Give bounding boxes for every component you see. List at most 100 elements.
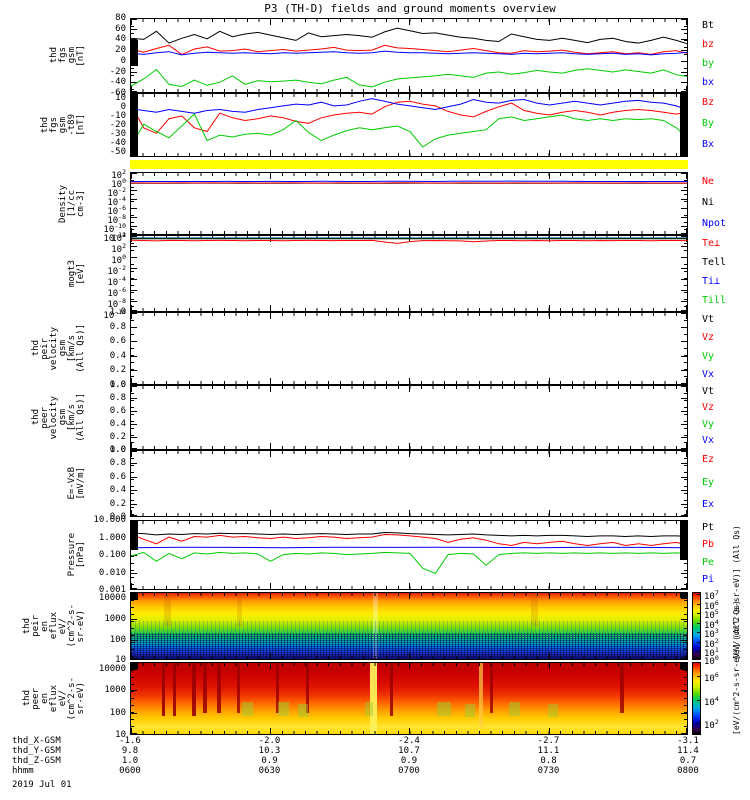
y-tick-label: -40 bbox=[109, 138, 126, 149]
x-major-tick bbox=[409, 663, 410, 669]
x-major-tick bbox=[548, 305, 550, 311]
y-tick-label: 10-6 bbox=[107, 203, 126, 217]
colorbar-tick bbox=[697, 603, 700, 605]
colorbar-tick bbox=[697, 722, 700, 724]
minor-ticks-left bbox=[131, 386, 134, 449]
x-major-tick bbox=[131, 386, 132, 392]
panel-series-svg bbox=[131, 180, 687, 184]
panel-frame bbox=[130, 662, 688, 735]
x-major-tick bbox=[548, 313, 550, 319]
spectrogram-streak bbox=[436, 702, 451, 717]
x-major-tick bbox=[269, 728, 271, 734]
y-tick-label: 10-6 bbox=[107, 285, 126, 299]
x-major-tick bbox=[409, 19, 410, 25]
colorbar bbox=[692, 662, 701, 735]
x-major-tick bbox=[548, 443, 550, 449]
x-major-tick bbox=[131, 443, 132, 449]
x-major-tick bbox=[548, 728, 550, 734]
y-major-tick bbox=[131, 690, 137, 692]
x-major-tick bbox=[269, 593, 271, 599]
y-tick-label: 1.000 bbox=[98, 532, 126, 543]
colorbar-tick-label: 100 bbox=[704, 653, 719, 667]
y-tick-label: 0.6 bbox=[109, 406, 126, 416]
panel-ylabel: Pressure [nPa] bbox=[26, 520, 86, 590]
x-major-tick bbox=[548, 521, 550, 527]
x-major-tick bbox=[131, 305, 132, 311]
x-major-tick bbox=[131, 228, 132, 234]
edge-bar bbox=[680, 663, 687, 669]
x-major-tick bbox=[269, 86, 271, 92]
y-tick-label: 10-4 bbox=[107, 195, 126, 209]
bottom-axis-value: 11.4 bbox=[677, 746, 699, 756]
colorbar-tick bbox=[697, 632, 700, 634]
colorbar-tick-label: 101 bbox=[704, 646, 719, 660]
y-major-tick bbox=[681, 326, 687, 328]
y-tick-label: 10-2 bbox=[107, 264, 126, 278]
series-Pi bbox=[131, 546, 687, 549]
bottom-axis-value: 0700 bbox=[398, 766, 420, 776]
ylabel-line: sr-eV) bbox=[76, 609, 86, 643]
panel-peer-velocity: 1.0 0.8 0.6 0.4 0.2 0.0 Vt Vz Vy Vx thd peer velocit… bbox=[31, 380, 714, 455]
panel-frame bbox=[130, 450, 688, 517]
bottom-axis-value: 1.0 bbox=[121, 756, 139, 766]
x-major-tick bbox=[269, 173, 271, 179]
spectrogram-streak bbox=[192, 663, 196, 717]
minor-ticks-right bbox=[684, 593, 687, 659]
y-tick-label: 0.4 bbox=[109, 350, 126, 361]
panel-series-svg bbox=[131, 531, 687, 575]
y-tick-label: 10-4 bbox=[107, 274, 126, 288]
y-major-tick bbox=[681, 19, 687, 20]
x-major-tick bbox=[409, 150, 410, 156]
edge-bar bbox=[131, 94, 138, 156]
y-tick-label: 0.0 bbox=[109, 380, 126, 390]
bottom-axis-value: 10.7 bbox=[398, 746, 420, 756]
y-major-tick bbox=[131, 278, 137, 280]
panel-frame bbox=[130, 385, 688, 450]
y-major-tick bbox=[131, 199, 137, 201]
y-tick-label: 10 bbox=[115, 92, 126, 103]
x-major-tick bbox=[269, 19, 271, 25]
y-major-tick bbox=[131, 300, 137, 302]
y-tick-label: 10-12 bbox=[103, 231, 126, 244]
edge-bar bbox=[680, 521, 687, 560]
spectrogram-streak bbox=[464, 704, 475, 717]
minor-ticks-right bbox=[684, 19, 687, 92]
legend-Till: Till bbox=[702, 295, 727, 307]
x-major-tick bbox=[686, 19, 687, 25]
y-major-tick bbox=[131, 515, 137, 516]
y-major-tick bbox=[131, 503, 137, 505]
y-major-tick bbox=[131, 216, 137, 218]
x-major-tick bbox=[409, 728, 410, 734]
y-major-tick bbox=[131, 246, 137, 247]
y-major-tick bbox=[681, 383, 687, 384]
y-tick-label: 0.001 bbox=[98, 585, 126, 595]
panel-ylabel: thd peer velocity gsm [km/s (All Qs)] bbox=[26, 385, 86, 450]
x-major-tick bbox=[548, 583, 550, 589]
panel-peir-velocity: 1.0 0.8 0.6 0.4 0.2 0.0 Vt Vz Vy Vx thd peir velocit… bbox=[31, 307, 714, 390]
y-tick-label: 20 bbox=[115, 45, 126, 56]
y-major-tick bbox=[681, 733, 687, 734]
y-tick-label: 0.2 bbox=[109, 498, 126, 509]
y-major-tick bbox=[681, 598, 687, 600]
bottom-axis-label-thd_X-GSM: thd_X-GSM bbox=[12, 736, 61, 746]
y-tick-label: 1.0 bbox=[109, 380, 126, 390]
y-tick-label: 1000 bbox=[104, 613, 126, 624]
panel-frame bbox=[130, 235, 688, 312]
y-tick-label: 0.0 bbox=[109, 512, 126, 522]
panel-ylabel: Density [1/cc cm-3] bbox=[26, 172, 86, 235]
panel-peir-en-eflux: 10000 1000 100 10 thd peir en eflux eV/(cm^2-s-s… bbox=[22, 525, 741, 667]
minor-ticks-right bbox=[684, 451, 687, 516]
y-major-tick bbox=[681, 28, 687, 30]
panel-flag-bar bbox=[130, 160, 688, 169]
y-major-tick bbox=[681, 71, 687, 73]
y-tick-label: 0.6 bbox=[109, 471, 126, 482]
y-major-tick bbox=[131, 341, 137, 343]
x-major-tick bbox=[686, 386, 687, 392]
panel-frame bbox=[130, 312, 688, 385]
spectrogram-streak bbox=[548, 704, 559, 717]
y-major-tick bbox=[131, 424, 137, 425]
y-major-tick bbox=[681, 370, 687, 372]
panel-pressure: 10.000 1.000 0.100 0.010 0.001 Pt Pb Pe Pi Pressu… bbox=[67, 515, 714, 595]
y-major-tick bbox=[681, 173, 687, 174]
x-major-tick bbox=[686, 378, 687, 384]
